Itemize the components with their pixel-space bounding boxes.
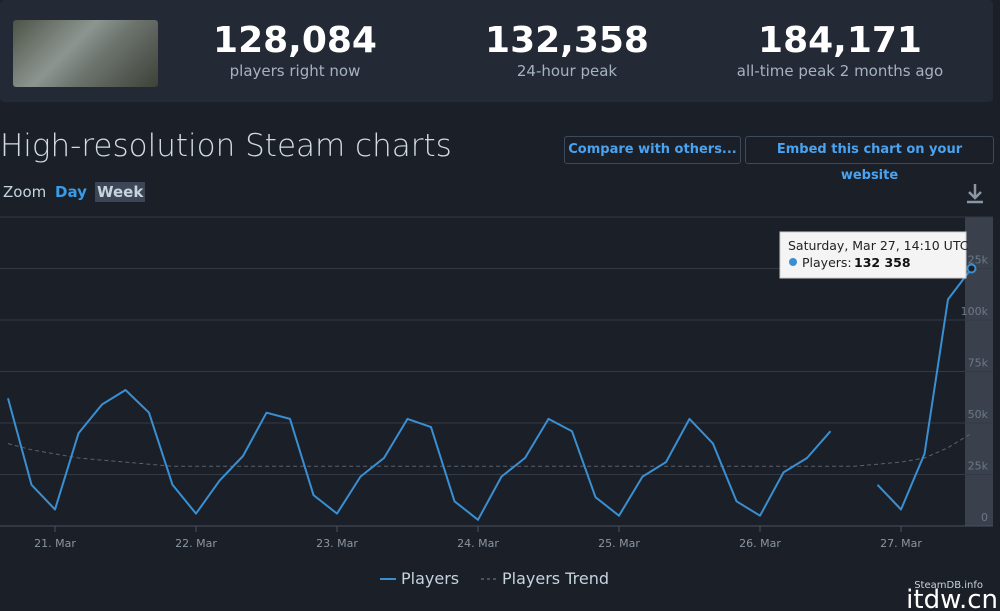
stat: 184,171 all-time peak 2 months ago <box>710 20 970 80</box>
stat: 128,084 players right now <box>165 20 425 80</box>
x-tick-label: 25. Mar <box>598 537 640 550</box>
tooltip-dot <box>789 258 797 266</box>
zoom-week[interactable]: Week <box>95 182 146 202</box>
x-tick-label: 24. Mar <box>457 537 499 550</box>
game-thumbnail <box>13 20 158 87</box>
x-tick-label: 27. Mar <box>880 537 922 550</box>
trend-line <box>7 432 972 467</box>
download-icon[interactable] <box>967 184 983 204</box>
tooltip: Saturday, Mar 27, 14:10 UTC Players: 132… <box>779 231 969 279</box>
stat-label: all-time peak 2 months ago <box>736 62 944 80</box>
tooltip-box <box>779 231 967 279</box>
x-tick-label: 21. Mar <box>34 537 76 550</box>
x-tick-label: 23. Mar <box>316 537 358 550</box>
embed-button[interactable]: Embed this chart on your website <box>745 136 994 183</box>
tooltip-series: Players: <box>802 255 852 270</box>
y-tick-label: 25k <box>968 460 989 473</box>
legend-label: Players Trend <box>502 569 609 588</box>
y-tick-label: 50k <box>968 408 989 421</box>
stat-label: 24-hour peak <box>516 62 618 80</box>
stat-value: 132,358 <box>485 20 649 61</box>
tooltip-value: 132 358 <box>854 255 911 270</box>
stat-value: 128,084 <box>213 20 377 61</box>
y-tick-label: 0 <box>981 511 988 524</box>
hover-marker <box>966 263 977 274</box>
players-line <box>7 267 973 521</box>
stat: 132,358 24-hour peak <box>437 20 697 80</box>
legend-label: Players <box>401 569 459 588</box>
watermark: SteamDB.info <box>914 580 983 591</box>
stats-panel: 128,084 players right now 132,358 24-hour … <box>0 0 993 102</box>
x-tick-label: 26. Mar <box>739 537 781 550</box>
tooltip-time: Saturday, Mar 27, 14:10 UTC <box>788 238 969 253</box>
overlay-watermark: itdw.cn <box>906 585 998 611</box>
legend: Players Players Trend <box>380 569 609 588</box>
zoom-label: Zoom <box>3 183 47 201</box>
y-tick-label: 100k <box>961 305 989 318</box>
stat-value: 184,171 <box>758 20 922 61</box>
zoom-day[interactable]: Day <box>55 183 87 201</box>
compare-button[interactable]: Compare with others... <box>564 136 741 164</box>
y-tick-label: 75k <box>968 357 989 370</box>
stat-label: players right now <box>229 62 361 80</box>
page-title: High-resolution Steam charts <box>0 128 452 164</box>
y-tick-label: 125k <box>961 254 989 267</box>
x-tick-label: 22. Mar <box>175 537 217 550</box>
